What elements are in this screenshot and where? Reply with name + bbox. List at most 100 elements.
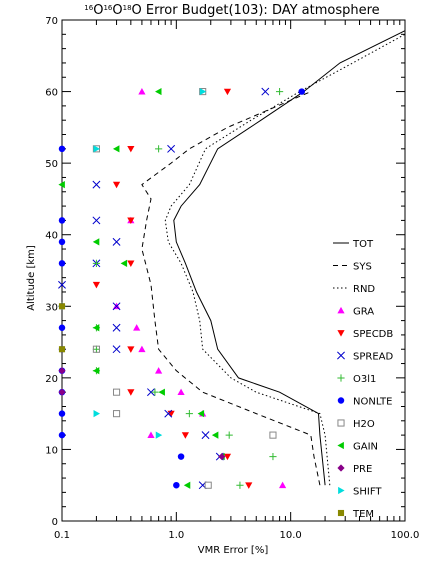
x-tick-label: 10.0 bbox=[280, 530, 302, 541]
point-pre bbox=[58, 367, 66, 375]
point-gain bbox=[120, 259, 128, 267]
point-gra bbox=[147, 431, 155, 438]
chart-title: 16O16O18O Error Budget(103): DAY atmosph… bbox=[84, 3, 379, 18]
point-spread bbox=[167, 144, 176, 153]
point-spread bbox=[112, 302, 121, 311]
point-nonlte bbox=[298, 88, 305, 95]
point-gain bbox=[211, 431, 219, 439]
point-spread bbox=[112, 345, 121, 354]
x-tick-label: 100.0 bbox=[391, 530, 420, 541]
legend-marker-shift bbox=[338, 486, 345, 495]
point-specdb bbox=[112, 181, 121, 189]
point-h2o bbox=[92, 345, 100, 353]
y-tick-label: 10 bbox=[45, 445, 58, 456]
point-nonlte bbox=[58, 324, 66, 331]
x-axis-label: VMR Error [%] bbox=[198, 545, 269, 556]
series-line-rnd bbox=[164, 33, 405, 486]
point-nonlte bbox=[58, 431, 66, 439]
legend-marker-o3l1 bbox=[337, 374, 345, 382]
point-spread bbox=[261, 87, 270, 96]
legend-label-tot: TOT bbox=[352, 239, 374, 250]
legend-label-shift: SHIFT bbox=[353, 487, 382, 498]
point-gain bbox=[92, 367, 100, 375]
point-h2o bbox=[204, 481, 212, 489]
y-tick-label: 0 bbox=[52, 517, 58, 528]
legend-label-tem: TEM bbox=[352, 509, 374, 520]
legend-marker-spread bbox=[337, 351, 345, 360]
legend-marker-nonlte bbox=[337, 397, 345, 404]
point-nonlte bbox=[58, 145, 66, 153]
point-nonlte bbox=[177, 453, 185, 460]
point-gain bbox=[155, 87, 162, 96]
legend: TOT SYS RND GRA SPECDB SPREAD O3l1 NONLTE H2O GAI… bbox=[333, 239, 393, 520]
legend-label-specdb: SPECDB bbox=[353, 329, 393, 340]
legend-marker-tem bbox=[337, 509, 345, 517]
point-nonlte bbox=[58, 217, 66, 224]
y-axis-label: Altitude [km] bbox=[26, 245, 37, 311]
point-gain bbox=[92, 238, 100, 246]
y-tick-label: 60 bbox=[45, 88, 58, 99]
y-tick-label: 30 bbox=[45, 302, 58, 313]
point-pre bbox=[58, 388, 66, 396]
point-gain bbox=[158, 388, 165, 396]
point-tem bbox=[58, 346, 66, 353]
y-tick-label: 40 bbox=[45, 231, 58, 242]
point-gra bbox=[278, 481, 287, 489]
point-gain bbox=[92, 324, 100, 332]
point-gain bbox=[197, 410, 205, 418]
y-tick-label: 70 bbox=[45, 16, 58, 27]
y-tick-label: 50 bbox=[45, 159, 58, 170]
point-shift bbox=[93, 145, 101, 153]
point-shift bbox=[155, 431, 163, 439]
point-gain bbox=[58, 181, 65, 189]
point-o3l1 bbox=[92, 259, 101, 267]
axes-frame bbox=[61, 19, 406, 522]
point-specdb bbox=[127, 145, 135, 153]
legend-marker-h2o bbox=[337, 419, 345, 427]
point-spread bbox=[164, 409, 173, 418]
y-tick-label: 20 bbox=[45, 374, 58, 385]
point-specdb bbox=[92, 281, 101, 289]
point-o3l1 bbox=[92, 345, 101, 353]
point-nonlte bbox=[58, 238, 66, 246]
point-gra bbox=[133, 324, 141, 331]
x-tick-label: 0.1 bbox=[54, 530, 70, 541]
legend-label-gain: GAIN bbox=[353, 442, 378, 453]
point-specdb bbox=[127, 346, 135, 353]
point-h2o bbox=[112, 410, 121, 418]
point-o3l1 bbox=[155, 145, 163, 153]
legend-label-rnd: RND bbox=[353, 284, 375, 295]
point-spread bbox=[201, 431, 210, 440]
legend-label-pre: PRE bbox=[353, 464, 372, 475]
point-specdb bbox=[223, 88, 232, 96]
point-h2o bbox=[112, 388, 121, 396]
point-nonlte bbox=[58, 260, 66, 267]
legend-marker-gain bbox=[337, 441, 344, 450]
point-shift bbox=[93, 410, 101, 418]
point-spread bbox=[58, 280, 66, 289]
point-pre bbox=[218, 452, 226, 461]
legend-label-h2o: H2O bbox=[353, 419, 375, 430]
point-specdb bbox=[127, 217, 135, 224]
legend-label-o3l1: O3l1 bbox=[353, 374, 376, 385]
point-specdb bbox=[127, 389, 135, 396]
legend-label-sys: SYS bbox=[353, 262, 372, 273]
point-spread bbox=[92, 180, 101, 189]
point-gain bbox=[183, 481, 191, 489]
point-o3l1 bbox=[236, 481, 244, 489]
legend-label-gra: GRA bbox=[353, 307, 374, 318]
point-specdb bbox=[127, 260, 135, 267]
legend-label-nonlte: NONLTE bbox=[353, 397, 392, 408]
point-gain bbox=[112, 145, 120, 153]
point-spread bbox=[92, 216, 101, 225]
legend-marker-specdb bbox=[337, 330, 345, 337]
point-tem bbox=[58, 303, 66, 310]
legend-marker-gra bbox=[337, 306, 345, 314]
point-nonlte bbox=[173, 481, 180, 489]
point-specdb bbox=[181, 432, 189, 439]
point-gra bbox=[155, 367, 163, 374]
point-spread bbox=[147, 388, 155, 397]
point-o3l1 bbox=[185, 410, 193, 418]
point-specdb bbox=[245, 482, 253, 489]
